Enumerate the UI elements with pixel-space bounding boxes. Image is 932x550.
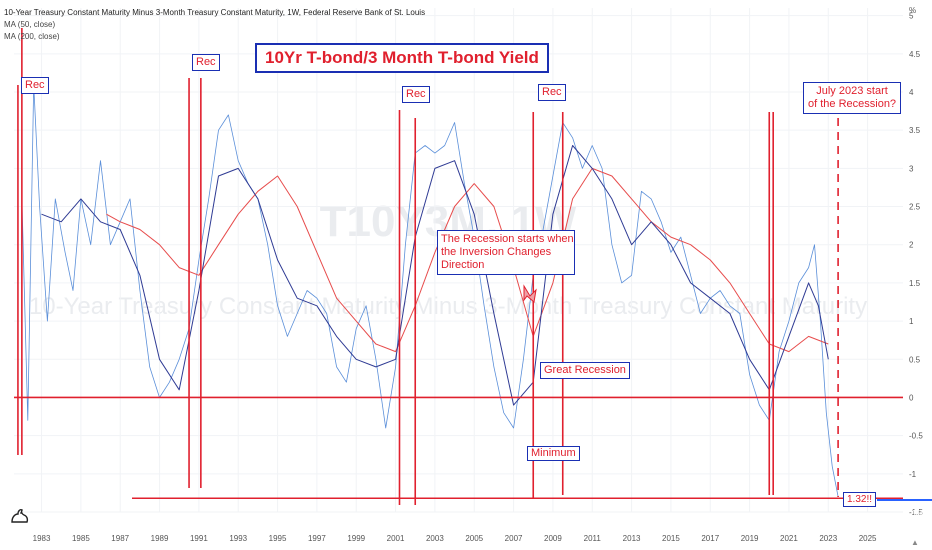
inversion-note-line-1: The Recession starts when: [441, 233, 574, 245]
rec-label-1982: Rec: [21, 77, 49, 94]
ma50-legend[interactable]: MA (50, close): [4, 20, 56, 29]
x-tick-label: 2013: [623, 534, 641, 543]
series-line-t10y3m: [21, 84, 839, 497]
price-tag-countdown: 4d 15h: [912, 500, 926, 518]
y-tick-label: 0.5: [909, 355, 921, 364]
july-note-line-1: July 2023 start: [816, 85, 888, 97]
price-tag-symbol: T10Y3M: [879, 500, 910, 509]
x-tick-label: 2025: [859, 534, 877, 543]
x-axis: 1983 1985 1987 1989 1991 1993 1995 1997 1999 2001…: [33, 534, 877, 543]
x-tick-label: 1985: [72, 534, 90, 543]
price-tag-value-box[interactable]: -1.26 4d 15h: [911, 499, 932, 518]
x-tick-label: 1987: [111, 534, 129, 543]
x-tick-label: 2023: [819, 534, 837, 543]
y-tick-label: -1: [909, 470, 917, 479]
watermark-name: 10-Year Treasury Constant Maturity Minus…: [29, 293, 867, 320]
recession-lines: [17, 28, 839, 505]
minimum-label: Minimum: [527, 446, 580, 461]
x-tick-label: 2003: [426, 534, 444, 543]
x-tick-label: 1997: [308, 534, 326, 543]
y-tick-label: 1: [909, 317, 914, 326]
grid: [14, 8, 903, 513]
arrow-marker-icon: [523, 284, 537, 303]
x-tick-label: 2021: [780, 534, 798, 543]
x-tick-label: 2001: [387, 534, 405, 543]
x-tick-label: 2011: [584, 534, 602, 543]
y-tick-label: 5: [909, 12, 914, 21]
x-tick-label: 1993: [229, 534, 247, 543]
x-tick-label: 1989: [151, 534, 169, 543]
x-tick-label: 2007: [505, 534, 523, 543]
ma200-legend[interactable]: MA (200, close): [4, 32, 60, 41]
y-tick-label: 3.5: [909, 126, 921, 135]
series-line-ma200: [106, 167, 829, 353]
chart-header-title: 10-Year Treasury Constant Maturity Minus…: [4, 8, 426, 17]
y-tick-label: 2.5: [909, 203, 921, 212]
x-tick-label: 1999: [347, 534, 365, 543]
y-tick-label: -1.5: [909, 508, 923, 517]
july-note-line-2: of the Recession?: [808, 98, 897, 110]
inversion-note: The Recession starts when the Inversion …: [437, 230, 575, 275]
rec-label-2008: Rec: [538, 84, 566, 101]
y-tick-label: 2: [909, 241, 914, 250]
y-tick-label: 0: [909, 393, 914, 402]
inversion-note-line-2: the Inversion Changes: [441, 246, 552, 258]
low-value-label: 1.32!!: [843, 492, 877, 507]
series-line-ma50: [41, 145, 829, 406]
y-unit-label: %: [909, 6, 916, 15]
series-ma200: [106, 167, 829, 353]
tradingview-logo-icon[interactable]: [10, 508, 30, 529]
y-tick-label: 1.5: [909, 279, 921, 288]
x-tick-label: 1995: [269, 534, 287, 543]
x-tick-label: 2009: [544, 534, 562, 543]
x-tick-label: 1983: [33, 534, 51, 543]
series-t10y3m: [21, 84, 839, 497]
y-tick-label: -0.5: [909, 432, 923, 441]
inversion-note-line-3: Direction: [441, 259, 485, 271]
horizontal-lines: [14, 396, 903, 500]
x-tick-label: 1991: [190, 534, 208, 543]
y-tick-label: 4.5: [909, 50, 921, 59]
x-tick-label: 2005: [465, 534, 483, 543]
series-ma50: [41, 145, 829, 406]
july-2023-note: July 2023 start of the Recession?: [803, 82, 902, 114]
rec-label-2001: Rec: [402, 86, 430, 103]
rec-label-1990: Rec: [192, 54, 220, 71]
price-tag-value: -1.26: [912, 500, 931, 509]
y-tick-label: 4: [909, 88, 914, 97]
x-tick-label: 2019: [741, 534, 759, 543]
price-tag[interactable]: T10Y3M: [877, 499, 913, 509]
great-recession-label: Great Recession: [540, 362, 630, 379]
x-tick-label: 2015: [662, 534, 680, 543]
y-axis: 5 4.5 4 3.5 3 2.5 2 1.5 1 0.5 0 -0.5 -1 -1.5: [909, 12, 923, 517]
chart-title-box: 10Yr T-bond/3 Month T-bond Yield: [255, 43, 549, 73]
settings-icon[interactable]: ▲: [911, 538, 919, 547]
y-tick-label: 3: [909, 164, 914, 173]
x-tick-label: 2017: [701, 534, 719, 543]
